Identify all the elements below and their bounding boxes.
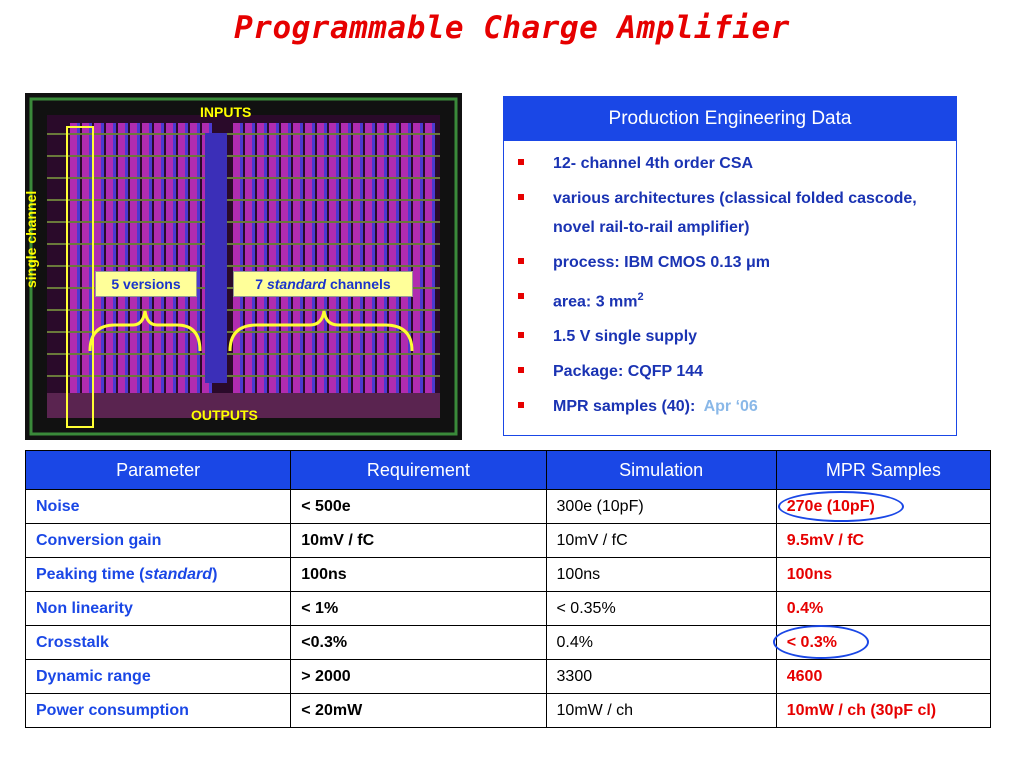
table-row: Conversion gain 10mV / fC 10mV / fC 9.5m…: [24, 523, 992, 558]
mpr-cell: 10mW / ch (30pF cl): [775, 693, 992, 728]
standard-channels-box: 7 standard channels: [233, 271, 413, 297]
bullet-icon: [518, 159, 524, 165]
list-item-text: various architectures (classical folded …: [553, 190, 917, 236]
area-superscript: 2: [637, 291, 644, 303]
production-data-list: 12- channel 4th order CSA various archit…: [504, 141, 956, 421]
simulation-cell: 100ns: [545, 557, 777, 592]
standard-suffix: channels: [326, 276, 391, 292]
table-row: Dynamic range > 2000 3300 4600: [24, 659, 992, 694]
list-item: process: IBM CMOS 0.13 μm: [504, 248, 956, 277]
highlight-ring: [772, 625, 869, 659]
table-row: Power consumption < 20mW 10mW / ch 10mW …: [24, 693, 992, 728]
list-item-text: MPR samples (40):: [553, 398, 704, 416]
simulation-cell: 10mW / ch: [545, 693, 777, 728]
param-cell: Dynamic range: [24, 659, 292, 694]
list-item-text: area: 3 mm: [553, 293, 638, 311]
chip-layout-image: INPUTS OUTPUTS single channel 5 versions…: [25, 93, 462, 440]
param-cell: Noise: [24, 489, 292, 524]
table-row: Peaking time (standard) 100ns 100ns 100n…: [24, 557, 992, 592]
requirement-cell: <0.3%: [290, 625, 547, 660]
list-item-text: 12- channel 4th order CSA: [553, 155, 754, 172]
simulation-cell: < 0.35%: [545, 591, 777, 626]
standard-prefix: 7: [255, 276, 267, 292]
param-suffix: ): [212, 565, 218, 583]
bullet-icon: [518, 293, 524, 299]
single-channel-label: single channel: [25, 190, 39, 288]
standard-italic: standard: [266, 276, 327, 292]
simulation-cell: 10mV / fC: [545, 523, 777, 558]
requirement-cell: < 20mW: [290, 693, 547, 728]
simulation-cell: 300e (10pF): [545, 489, 777, 524]
param-cell: Crosstalk: [24, 625, 292, 660]
chip-layout-drawing: [25, 93, 462, 440]
bullet-icon: [518, 402, 524, 409]
mpr-cell: 100ns: [775, 557, 992, 592]
bullet-icon: [518, 194, 524, 200]
list-item-text: Package: CQFP 144: [553, 363, 704, 381]
bullet-icon: [518, 332, 524, 339]
param-prefix: Peaking time (: [36, 565, 145, 583]
highlight-ring: [777, 491, 904, 522]
list-item-text: process: IBM CMOS 0.13 μm: [553, 254, 770, 271]
mpr-cell: < 0.3%: [772, 625, 992, 660]
requirement-cell: > 2000: [290, 659, 547, 694]
list-item: Package: CQFP 144: [504, 357, 956, 386]
list-item: MPR samples (40): Apr ‘06: [504, 392, 956, 421]
production-data-panel: Production Engineering Data 12- channel …: [503, 96, 957, 436]
list-item: 1.5 V single supply: [504, 322, 956, 351]
panel-heading: Production Engineering Data: [504, 97, 956, 141]
list-item: 12- channel 4th order CSA: [504, 149, 956, 178]
slide-title: Programmable Charge Amplifier: [234, 10, 790, 46]
param-cell: Conversion gain: [24, 523, 292, 558]
requirement-cell: 10mV / fC: [290, 523, 547, 558]
requirement-cell: < 500e: [290, 489, 547, 524]
requirement-cell: 100ns: [290, 557, 547, 592]
requirement-cell: < 1%: [290, 591, 547, 626]
column-header: Parameter: [24, 450, 292, 490]
mpr-cell: 9.5mV / fC: [775, 523, 992, 558]
list-item: various architectures (classical folded …: [504, 184, 956, 242]
param-cell: Peaking time (standard): [24, 557, 292, 592]
param-italic: standard: [144, 565, 213, 583]
table-row: Crosstalk <0.3% 0.4% < 0.3%: [24, 625, 992, 660]
simulation-cell: 0.4%: [545, 625, 777, 660]
outputs-label: OUTPUTS: [191, 407, 258, 423]
mpr-cell: 0.4%: [775, 591, 992, 626]
param-cell: Non linearity: [24, 591, 292, 626]
bullet-icon: [518, 258, 524, 264]
simulation-cell: 3300: [545, 659, 777, 694]
mpr-cell: 4600: [775, 659, 992, 694]
apr-date: Apr ‘06: [703, 398, 758, 416]
inputs-label: INPUTS: [200, 104, 252, 120]
mpr-cell: 270e (10pF): [775, 489, 992, 524]
list-item: area: 3 mm2: [504, 283, 956, 316]
table-header-row: Parameter Requirement Simulation MPR Sam…: [24, 450, 992, 490]
table-row: Non linearity < 1% < 0.35% 0.4%: [24, 591, 992, 626]
list-item-text: 1.5 V single supply: [553, 328, 698, 346]
bullet-icon: [518, 367, 524, 374]
column-header: MPR Samples: [775, 450, 992, 490]
table-row: Noise < 500e 300e (10pF) 270e (10pF): [24, 489, 992, 524]
versions-box: 5 versions: [95, 271, 197, 297]
column-header: Requirement: [290, 450, 547, 490]
param-cell: Power consumption: [24, 693, 292, 728]
column-header: Simulation: [545, 450, 777, 490]
parameter-table: Parameter Requirement Simulation MPR Sam…: [24, 450, 992, 728]
